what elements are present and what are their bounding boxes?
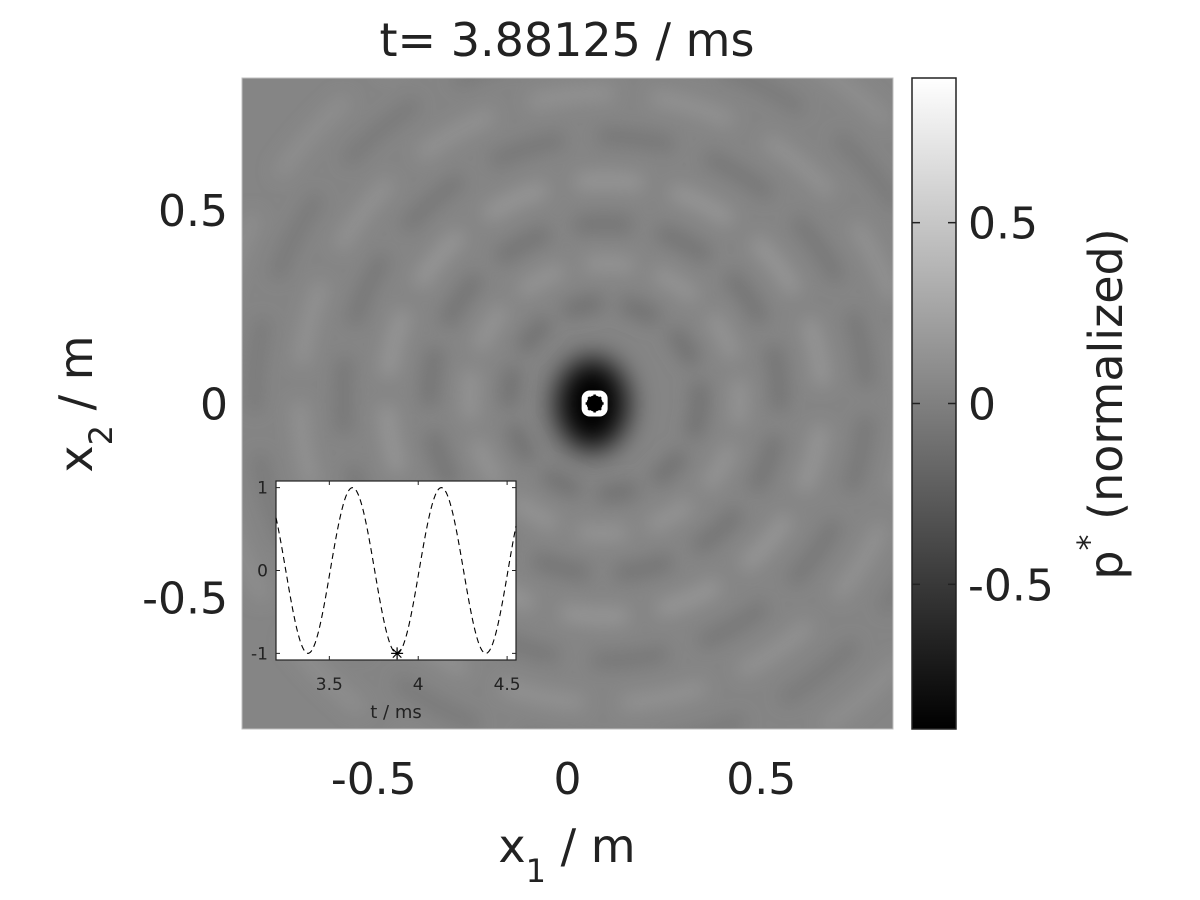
colorbar-label-rest: (normalized) bbox=[1079, 228, 1133, 534]
colorbar-label: p* (normalized) bbox=[1070, 228, 1133, 579]
ripple-ring bbox=[422, 216, 788, 581]
colorbar-ticks: 0.5 0 -0.5 bbox=[912, 199, 1054, 611]
inset-marker-stroke bbox=[392, 648, 402, 659]
colorbar-label-sup: * bbox=[1070, 534, 1108, 550]
x-axis-label: x1 / m bbox=[498, 819, 635, 890]
y-axis-label-base: x bbox=[49, 445, 103, 472]
inset-x-ticks: 3.5 4 4.5 bbox=[316, 481, 521, 695]
y-tick-label: -0.5 bbox=[142, 573, 228, 624]
inset-y-tick-label: -1 bbox=[251, 644, 268, 664]
colorbar: 0.5 0 -0.5 p* (normalized) bbox=[911, 77, 1133, 730]
x-axis-ticks: -0.5 0 0.5 bbox=[331, 754, 796, 805]
heatmap-ripples bbox=[242, 78, 893, 729]
colorbar-label-base: p bbox=[1079, 550, 1133, 579]
heatmap-frame bbox=[241, 77, 894, 730]
ripple-ring bbox=[462, 256, 747, 541]
y-axis-label-sub: 2 bbox=[82, 425, 120, 445]
colorbar-tick-label: -0.5 bbox=[968, 560, 1054, 611]
x-axis-label-rest: / m bbox=[546, 819, 636, 873]
source-marker bbox=[581, 390, 608, 417]
y-axis-label-rest: / m bbox=[49, 335, 103, 425]
y-tick-label: 0 bbox=[200, 380, 228, 431]
ripple-ring bbox=[379, 173, 830, 624]
inset-x-tick-label: 3.5 bbox=[316, 675, 343, 695]
source-marker-star-stroke bbox=[587, 396, 602, 411]
y-tick-label: 0.5 bbox=[158, 186, 228, 237]
ripple-ring bbox=[293, 87, 893, 710]
x-axis-label-sub: 1 bbox=[526, 852, 546, 890]
inset-x-tick-label: 4.5 bbox=[494, 675, 521, 695]
colorbar-tick-label: 0.5 bbox=[968, 199, 1038, 250]
chart-title: t= 3.88125 / ms bbox=[380, 13, 755, 67]
inset-y-tick-label: 1 bbox=[257, 479, 268, 499]
inset-x-axis-label: t / ms bbox=[370, 702, 421, 723]
ripple-ring bbox=[248, 78, 893, 729]
inset-y-ticks: 1 0 -1 bbox=[251, 479, 516, 664]
inset-y-tick-label: 0 bbox=[257, 562, 268, 582]
x-axis-label-base: x bbox=[498, 819, 525, 873]
inset-background bbox=[275, 480, 517, 661]
ripple-ring bbox=[335, 129, 874, 668]
inset-x-tick-label: 4 bbox=[413, 675, 424, 695]
x-tick-label: -0.5 bbox=[331, 754, 417, 805]
x-tick-label: 0 bbox=[554, 754, 582, 805]
ripple-ring bbox=[501, 295, 708, 502]
x-tick-label: 0.5 bbox=[726, 754, 796, 805]
y-axis-ticks: 0.5 0 -0.5 bbox=[142, 186, 228, 625]
inset-current-time-marker bbox=[391, 647, 404, 660]
y-axis-label: x2 / m bbox=[49, 335, 120, 472]
colorbar-tick-label: 0 bbox=[968, 380, 996, 431]
inset-plot: 3.5 4 4.5 1 0 -1 t / ms bbox=[251, 479, 521, 723]
